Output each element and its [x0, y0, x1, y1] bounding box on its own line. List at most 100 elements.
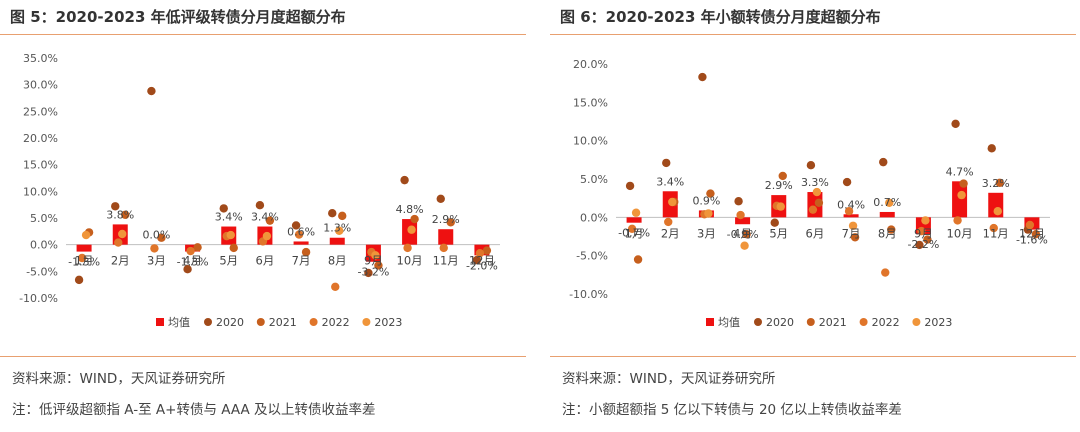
point-2021-3月: [157, 233, 166, 242]
legend-marker-2021: [256, 318, 265, 326]
data-label-avg: 1.3%: [323, 222, 351, 235]
x-tick-label: 1月: [625, 226, 644, 240]
x-tick-label: 7月: [292, 254, 311, 268]
point-2022-4月: [736, 210, 745, 220]
right-source-text: 资料来源：WIND，天风证券研究所: [562, 371, 776, 387]
point-2021-2月: [121, 210, 130, 219]
point-2023-10月: [407, 225, 416, 234]
bar-avg-8月: [879, 211, 895, 218]
bar-avg-7月: [293, 241, 309, 245]
point-2022-12月: [1025, 220, 1035, 230]
x-tick-label: 3月: [147, 254, 166, 268]
x-tick-label: 5月: [219, 254, 238, 268]
legend-marker-2020: [754, 318, 762, 326]
x-tick-label: 9月: [914, 226, 933, 240]
left-title-rule: [0, 34, 526, 35]
right-figure-title: 图 6：2020-2023 年小额转债分月度超额分布: [560, 8, 881, 26]
left-footer-rule: [0, 356, 526, 357]
y-tick-label: 25.0%: [23, 105, 58, 118]
point-2023-1月: [81, 230, 91, 240]
y-tick-label: 20.0%: [23, 132, 58, 145]
legend-marker-2023: [912, 318, 921, 326]
point-2020-5月: [770, 218, 779, 227]
point-2022-7月: [844, 207, 854, 216]
point-2021-5月: [229, 243, 238, 253]
point-2020-1月: [625, 181, 635, 191]
x-tick-label: 3月: [697, 226, 716, 240]
point-2022-1月: [627, 224, 637, 234]
bar-avg-10月: [952, 181, 968, 218]
x-tick-label: 11月: [433, 254, 459, 268]
right-note-text: 注：小额超额指 5 亿以下转债与 20 亿以上转债收益率差: [562, 402, 902, 418]
point-2021-7月: [850, 233, 860, 242]
left-source-text: 资料来源：WIND，天风证券研究所: [12, 371, 226, 387]
data-label-avg: 4.8%: [396, 203, 424, 216]
point-2022-7月: [294, 230, 304, 239]
point-2023-1月: [631, 208, 641, 217]
data-label-avg: 0.9%: [692, 194, 720, 207]
point-2020-8月: [328, 209, 337, 218]
point-2021-4月: [193, 243, 202, 252]
point-2021-5月: [778, 171, 787, 181]
point-2022-3月: [150, 244, 159, 253]
x-tick-label: 8月: [328, 254, 347, 268]
data-label-avg: -0.7%: [618, 227, 650, 240]
data-label-avg: -2.2%: [907, 238, 939, 251]
right-footer-rule: [550, 356, 1076, 357]
point-2020-4月: [183, 265, 192, 274]
x-tick-label: 6月: [256, 254, 275, 268]
legend-label: 2020: [766, 316, 794, 329]
y-tick-label: -10.0%: [19, 292, 58, 305]
left-note-text: 注：低评级超额指 A-至 A+转债与 AAA 及以上转债收益率差: [12, 402, 376, 418]
point-2023-5月: [226, 230, 235, 240]
x-tick-label: 8月: [878, 226, 897, 240]
point-2020-10月: [400, 175, 409, 185]
x-tick-label: 4月: [183, 254, 202, 268]
data-label-avg: 3.4%: [251, 211, 279, 224]
point-2022-1月: [77, 253, 87, 263]
point-2023-10月: [957, 190, 966, 200]
legend-label: 2023: [924, 316, 952, 329]
point-2021-7月: [301, 247, 311, 257]
point-2022-11月: [439, 243, 448, 253]
y-tick-label: 0.0%: [580, 211, 608, 224]
legend-label: 2021: [819, 316, 847, 329]
point-2022-12月: [475, 249, 485, 258]
legend-label: 2021: [269, 316, 297, 329]
y-tick-label: -5.0%: [26, 265, 58, 278]
point-2020-11月: [987, 144, 996, 153]
y-tick-label: 10.0%: [573, 135, 608, 148]
point-2021-12月: [482, 246, 492, 255]
right-figure-panel: 图 6：2020-2023 年小额转债分月度超额分布 -10.0% -5.0% 0.…: [550, 0, 1076, 432]
x-tick-label: 9月: [364, 254, 383, 268]
point-2021-4月: [742, 230, 751, 239]
data-label-avg: -1.6%: [1016, 234, 1048, 247]
x-tick-label: 12月: [469, 254, 495, 268]
point-2021-8月: [338, 211, 347, 221]
point-2023-5月: [776, 202, 785, 211]
x-tick-label: 5月: [769, 226, 788, 240]
point-2021-1月: [633, 255, 643, 264]
y-tick-label: 0.0%: [30, 239, 58, 252]
legend-label: 2022: [872, 316, 900, 329]
point-2022-2月: [664, 217, 673, 227]
legend-label: 2020: [216, 316, 244, 329]
left-figure-panel: 图 5：2020-2023 年低评级转债分月度超额分布 -10.0% -5.0% 0…: [0, 0, 526, 432]
x-tick-label: 2月: [111, 254, 130, 268]
point-2020-1月: [74, 275, 84, 285]
left-chart: -10.0% -5.0% 0.0% 5.0% 10.0% 15.0% 20.0% 25.0% 3…: [19, 52, 500, 329]
point-2022-11月: [989, 223, 998, 233]
point-2020-7月: [291, 221, 301, 230]
bar-avg-1月: [76, 244, 92, 252]
point-2020-9月: [915, 240, 924, 250]
point-2023-6月: [262, 231, 272, 241]
y-tick-label: 15.0%: [23, 159, 58, 172]
point-2022-8月: [331, 282, 340, 291]
y-tick-label: 10.0%: [23, 185, 58, 198]
point-2020-2月: [111, 202, 120, 211]
data-label-avg: -3.2%: [357, 266, 389, 279]
point-2022-4月: [186, 246, 195, 256]
point-2020-3月: [698, 72, 707, 82]
point-2021-10月: [410, 214, 419, 224]
bar-avg-1月: [626, 217, 642, 223]
